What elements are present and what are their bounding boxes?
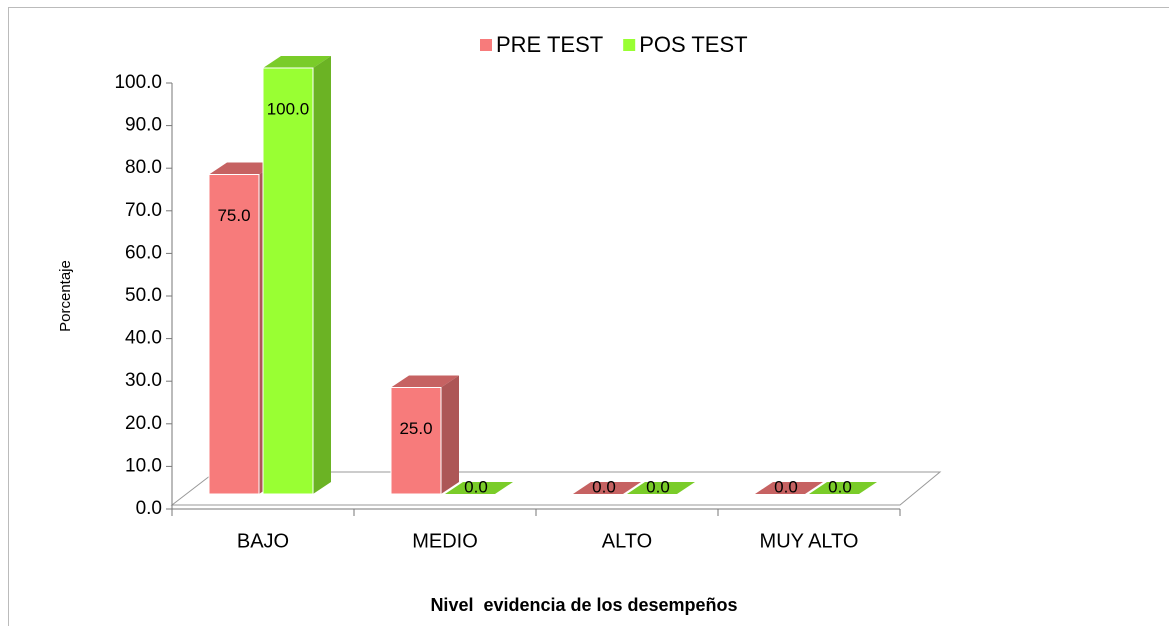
chart-frame (8, 7, 1169, 626)
value-label: 0.0 (646, 477, 670, 496)
bar-side (313, 56, 331, 494)
bar-top (627, 482, 695, 494)
x-tick-label: MUY ALTO (760, 530, 859, 552)
bar-top (263, 56, 331, 68)
bar (262, 67, 314, 495)
x-tick-label: MEDIO (412, 530, 478, 552)
legend-label: PRE TEST (496, 32, 603, 57)
y-tick-label: 80.0 (125, 157, 162, 178)
value-label: 0.0 (592, 477, 616, 496)
y-tick-label: 70.0 (125, 200, 162, 221)
bar-top (573, 482, 641, 494)
y-tick-label: 20.0 (125, 413, 162, 434)
legend-swatch (480, 39, 492, 51)
legend-label: POS TEST (639, 32, 747, 57)
y-tick-label: 100.0 (114, 72, 162, 93)
y-tick-label: 60.0 (125, 242, 162, 263)
y-tick-label: 40.0 (125, 328, 162, 349)
bar-top (755, 482, 823, 494)
bar-side (441, 375, 459, 494)
x-tick-label: ALTO (602, 530, 652, 552)
bar (390, 387, 442, 495)
y-axis-label: Porcentaje (57, 260, 74, 332)
value-label: 0.0 (464, 477, 488, 496)
y-tick-label: 10.0 (125, 455, 162, 476)
y-tick-label: 50.0 (125, 285, 162, 306)
bar-top (445, 482, 513, 494)
bar (208, 174, 260, 495)
bar-top (209, 162, 277, 175)
value-label: 0.0 (774, 477, 798, 496)
x-axis-label: Nivel evidencia de los desempeños (430, 595, 737, 615)
legend-swatch (623, 39, 636, 51)
x-tick-label: BAJO (237, 530, 289, 552)
bar-top (809, 482, 877, 494)
y-tick-label: 90.0 (125, 115, 162, 136)
value-label: 100.0 (267, 99, 310, 118)
value-label: 25.0 (399, 419, 432, 438)
y-tick-label: 30.0 (125, 370, 162, 391)
bar-top (391, 375, 459, 388)
value-label: 75.0 (217, 206, 250, 225)
floor (170, 471, 942, 506)
value-label: 0.0 (828, 477, 852, 496)
y-tick-label: 0.0 (136, 498, 162, 519)
